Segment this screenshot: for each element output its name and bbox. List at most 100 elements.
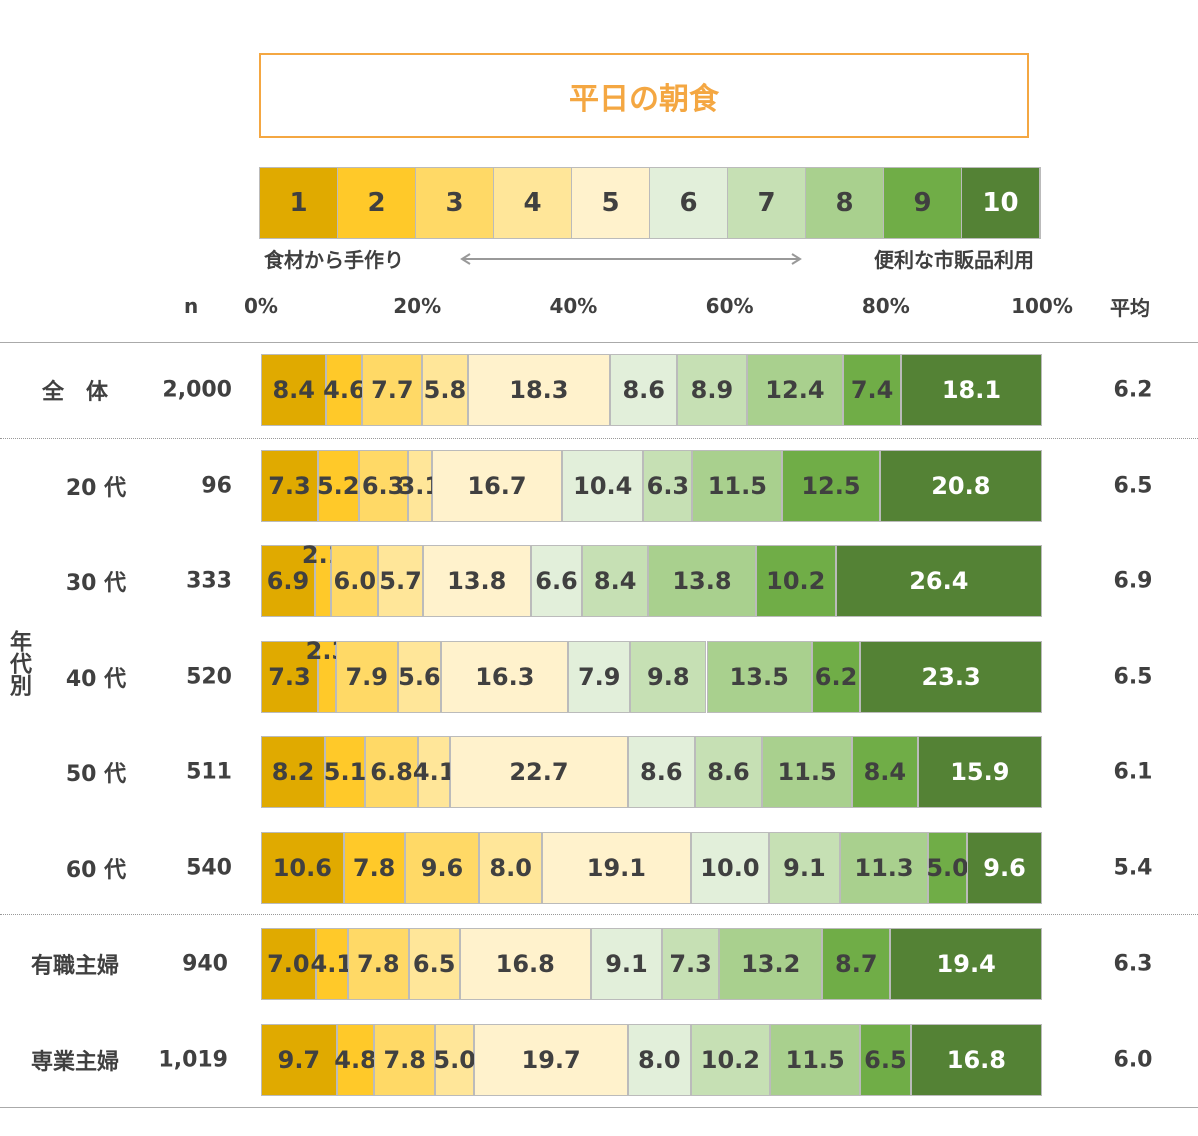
- data-label: 8.6: [622, 376, 665, 404]
- data-label: 8.7: [835, 950, 878, 978]
- row-average: 6.0: [1113, 1047, 1153, 1073]
- bar-segment: [317, 450, 359, 522]
- bar-segment: [378, 545, 423, 617]
- bar-segment: [343, 832, 405, 904]
- data-label: 9.8: [647, 663, 690, 691]
- data-label: 10.2: [700, 1046, 760, 1074]
- bar-segment: [860, 1024, 911, 1096]
- bar-segment: [928, 832, 968, 904]
- bar-segment: [441, 641, 569, 713]
- scale-item-1: 1: [260, 168, 338, 238]
- bar-segment: [261, 545, 315, 617]
- stacked-bar: 10.6 7.8 9.6 8.0 19.1 10.0 9.1 11.3 5.0 9.6: [261, 832, 1042, 904]
- data-label: 4.6: [323, 376, 366, 404]
- bar-segment: [910, 1024, 1042, 1096]
- scale-item-9: 9: [884, 168, 962, 238]
- divider: [0, 342, 1198, 343]
- bar-segment: [336, 1024, 375, 1096]
- data-label: 7.8: [383, 1046, 426, 1074]
- data-label: 10.2: [766, 567, 826, 595]
- data-label: 7.3: [268, 472, 311, 500]
- bar-segment: [408, 928, 460, 1000]
- stacked-bar: 7.3 5.2 6.3 3.1 16.7 10.4 6.3 11.5 12.5 20.8: [261, 450, 1042, 522]
- data-label: 8.4: [272, 376, 315, 404]
- data-label: 10.0: [700, 854, 760, 882]
- scale-right-label: 便利な市販品利用: [874, 248, 1034, 272]
- row-n: 2,000: [162, 377, 232, 403]
- bar-segment: [694, 736, 763, 808]
- bar-segment: [822, 928, 891, 1000]
- data-label: 19.7: [521, 1046, 581, 1074]
- row-average: 5.4: [1113, 855, 1153, 881]
- data-label: 4.1: [310, 950, 354, 978]
- data-label: 15.9: [950, 758, 1010, 786]
- data-label: 10.6: [272, 854, 332, 882]
- data-label: 7.9: [577, 663, 621, 691]
- stacked-bar: 7.0 4.1 7.8 6.5 16.8 9.1 7.3 13.2 8.7 19.4: [261, 928, 1042, 1000]
- stacked-bar: 8.4 4.6 7.7 5.8 18.3 8.6 8.9 12.4 7.4 18.1: [261, 354, 1042, 426]
- row-n: 96: [201, 473, 232, 499]
- data-label: 8.6: [707, 758, 750, 786]
- divider: [0, 1107, 1198, 1108]
- data-label: 6.3: [361, 472, 405, 500]
- bar-segment: [314, 545, 332, 617]
- data-label: 9.7: [277, 1046, 321, 1074]
- divider: [0, 438, 1198, 439]
- bar-segment: [362, 354, 423, 426]
- bar-segment: [326, 354, 363, 426]
- bar-segment: [374, 1024, 436, 1096]
- bar-segment: [261, 928, 316, 1000]
- bar-segment: [435, 1024, 475, 1096]
- bar-segment: [347, 928, 409, 1000]
- scale-legend: 1 2 3 4 5 6 7 8 9 10: [259, 167, 1041, 239]
- scale-item-10: 10: [962, 168, 1040, 238]
- data-label: 6.5: [864, 1046, 907, 1074]
- data-label: 5.0: [433, 1046, 476, 1074]
- row-label: 専業主婦: [30, 1050, 120, 1075]
- scale-item-6: 6: [650, 168, 728, 238]
- bar-segment: [407, 450, 432, 522]
- bar-segment: [364, 736, 419, 808]
- bar-segment: [568, 641, 631, 713]
- data-label: 7.0: [267, 950, 310, 978]
- bar-segment: [630, 641, 707, 713]
- row-n: 511: [186, 759, 232, 785]
- bar-segment: [900, 354, 1042, 426]
- avg-header: 平均: [1110, 296, 1150, 320]
- bar-segment: [706, 641, 812, 713]
- scale-item-3: 3: [416, 168, 494, 238]
- data-label: 13.8: [447, 567, 507, 595]
- data-label: 8.4: [593, 567, 637, 595]
- bar-segment: [677, 354, 747, 426]
- row-average: 6.9: [1113, 568, 1153, 594]
- row-label: 全 体: [41, 380, 109, 405]
- data-label: 6.6: [535, 567, 578, 595]
- data-label: 5.2: [316, 472, 360, 500]
- data-label: 18.1: [941, 376, 1002, 404]
- bar-segment: [335, 641, 398, 713]
- bar-segment: [261, 1024, 337, 1096]
- bar-segment: [843, 354, 901, 426]
- bar-segment: [719, 928, 823, 1000]
- data-label: 5.8: [423, 376, 467, 404]
- row-n: 520: [186, 664, 232, 690]
- bar-segment: [431, 450, 563, 522]
- data-label: 23.3: [921, 663, 981, 691]
- data-label: 6.3: [646, 472, 690, 500]
- bar-segment: [762, 736, 852, 808]
- bar-segment: [811, 641, 861, 713]
- x-tick: 0%: [244, 294, 278, 318]
- row-average: 6.1: [1113, 759, 1153, 785]
- data-label: 20.8: [931, 472, 991, 500]
- divider: [0, 914, 1198, 915]
- row-average: 6.5: [1113, 473, 1153, 499]
- bar-segment: [261, 736, 326, 808]
- bar-segment: [692, 450, 783, 522]
- row-n: 940: [182, 951, 228, 977]
- bar-segment: [690, 1024, 771, 1096]
- data-label: 9.6: [983, 854, 1026, 882]
- bar-segment: [879, 450, 1042, 522]
- data-label: 19.4: [936, 950, 996, 978]
- bar-segment: [418, 736, 451, 808]
